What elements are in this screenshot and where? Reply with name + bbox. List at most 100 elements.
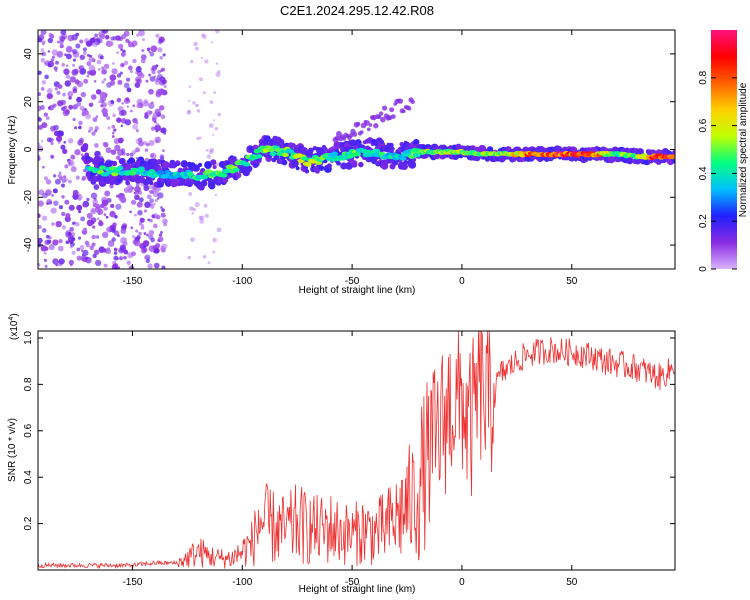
spectrogram-noise-point xyxy=(194,46,199,51)
spectrogram-noise-point xyxy=(79,54,85,61)
spectrogram-noise-point xyxy=(69,227,74,232)
spectrogram-noise-point xyxy=(121,223,128,229)
spectrogram-noise-point xyxy=(120,228,127,234)
spectrogram-noise-point xyxy=(207,261,211,265)
spectrogram-streak-point xyxy=(397,98,404,104)
spectrogram-noise-point xyxy=(55,60,59,65)
spectrogram-noise-point xyxy=(123,255,127,260)
spectrogram-noise-point xyxy=(89,54,92,58)
spectrogram-halo-point xyxy=(326,163,332,169)
spectrogram-noise-point xyxy=(72,63,76,67)
spectrogram-noise-point xyxy=(130,251,136,257)
spectrogram-noise-point xyxy=(109,184,114,189)
snr-x-label: Height of straight line (km) xyxy=(299,584,416,595)
spectrogram-noise-point xyxy=(75,221,80,227)
spectrogram-noise-point xyxy=(69,76,76,83)
spectrogram-noise-point xyxy=(196,109,201,113)
spectrogram-noise-point xyxy=(41,31,45,35)
spectrogram-noise-point xyxy=(107,126,111,130)
spectrogram-noise-point xyxy=(49,33,55,39)
spectrogram-halo-point xyxy=(304,169,310,174)
spectrogram-x-tick-label: 0 xyxy=(459,276,465,287)
spectrogram-noise-point xyxy=(38,213,41,219)
spectrogram-noise-point xyxy=(104,34,110,40)
spectrogram-noise-point xyxy=(143,232,147,235)
spectrogram-noise-point xyxy=(40,245,47,252)
spectrogram-noise-point xyxy=(61,183,66,188)
spectrogram-noise-point xyxy=(50,58,55,62)
spectrogram-noise-point xyxy=(71,237,76,242)
spectrogram-noise-point xyxy=(204,59,209,64)
spectrogram-noise-point xyxy=(75,32,80,37)
spectrogram-noise-point xyxy=(126,183,133,190)
spectrogram-noise-point xyxy=(78,65,83,70)
spectrogram-noise-point xyxy=(101,30,109,34)
spectrogram-streak-point xyxy=(391,114,396,119)
spectrogram-noise-point xyxy=(51,55,55,59)
spectrogram-noise-point xyxy=(63,68,70,75)
spectrogram-noise-point xyxy=(160,206,163,209)
spectrogram-noise-point xyxy=(38,155,41,162)
spectrogram-noise-point xyxy=(83,78,89,84)
spectrogram-noise-point xyxy=(187,255,192,260)
spectrogram-noise-point xyxy=(82,47,88,52)
spectrogram-noise-point xyxy=(163,222,167,227)
spectrogram-noise-point xyxy=(46,198,53,205)
snr-y-ticks: 0.2 0.4 0.6 0.8 1.0 xyxy=(23,331,675,531)
spectrogram-halo-point xyxy=(175,160,180,165)
spectrogram-noise-point xyxy=(208,123,214,128)
spectrogram-noise-point xyxy=(199,215,205,221)
spectrogram-noise-point xyxy=(131,199,137,205)
spectrogram-halo-point xyxy=(204,161,212,169)
spectrogram-noise-point xyxy=(112,62,115,65)
spectrogram-noise-point xyxy=(76,96,83,103)
spectrogram-noise-point xyxy=(88,126,94,132)
spectrogram-noise-point xyxy=(105,248,112,255)
spectrogram-noise-point xyxy=(209,147,215,153)
spectrogram-noise-point xyxy=(161,149,165,153)
spectrogram-noise-point xyxy=(53,124,59,131)
spectrogram-noise-point xyxy=(72,189,79,196)
spectrogram-noise-point xyxy=(135,147,140,153)
spectrogram-noise-point xyxy=(147,263,153,269)
spectrogram-noise-point xyxy=(94,249,100,255)
spectrogram-noise-point xyxy=(123,249,129,255)
spectrogram-noise-point xyxy=(138,140,144,147)
spectrogram-noise-point xyxy=(142,38,146,42)
colorbar-tick-label: 0.4 xyxy=(698,166,709,180)
spectrogram-noise-point xyxy=(79,105,85,111)
spectrogram-noise-point xyxy=(140,54,147,60)
snr-y-tick-label: 0.8 xyxy=(23,377,34,391)
spectrogram-noise-point xyxy=(117,43,124,50)
spectrogram-noise-point xyxy=(155,64,159,68)
spectrogram-noise-point xyxy=(103,63,110,70)
spectrogram-noise-point xyxy=(72,221,77,225)
spectrogram-noise-point xyxy=(76,80,84,88)
spectrogram-noise-point xyxy=(124,119,132,126)
snr-x-tick-label: 0 xyxy=(459,577,465,588)
spectrogram-noise-point xyxy=(110,100,115,104)
spectrogram-noise-point xyxy=(123,60,129,66)
spectrogram-noise-point xyxy=(104,190,111,197)
spectrogram-noise-point xyxy=(91,242,96,247)
spectrogram-y-tick-label: -20 xyxy=(23,190,34,205)
spectrogram-noise-point xyxy=(46,239,52,244)
spectrogram-noise-point xyxy=(148,88,154,95)
spectrogram-noise-point xyxy=(145,79,149,83)
spectrogram-noise-point xyxy=(53,200,59,206)
spectrogram-noise-point xyxy=(103,263,108,268)
spectrogram-noise-point xyxy=(204,213,209,218)
spectrogram-noise-point xyxy=(95,37,101,42)
colorbar-tick-label: 0.2 xyxy=(698,214,709,228)
spectrogram-noise-point xyxy=(136,78,143,84)
spectrogram-noise-point xyxy=(55,135,63,142)
spectrogram-noise-point xyxy=(113,247,118,252)
spectrogram-noise-point xyxy=(90,217,97,223)
spectrogram-noise-point xyxy=(192,207,196,212)
spectrogram-noise-point xyxy=(149,76,156,82)
spectrogram-noise-point xyxy=(156,136,161,142)
spectrogram-halo-point xyxy=(200,179,208,187)
spectrogram-noise-point xyxy=(113,128,117,132)
spectrogram-noise-point xyxy=(159,55,163,60)
spectrogram-noise-point xyxy=(101,107,108,115)
